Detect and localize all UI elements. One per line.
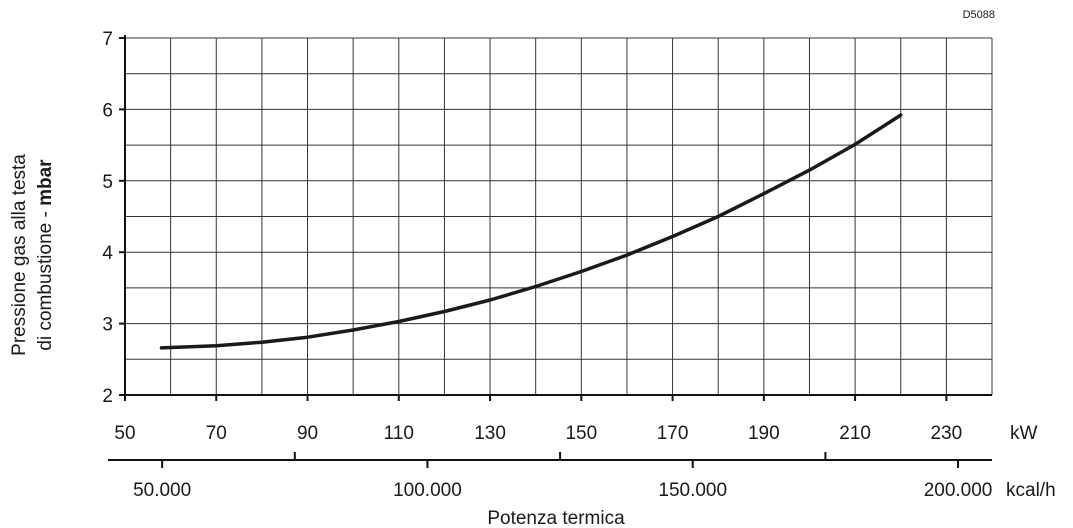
x-axis-title: Potenza termica <box>487 508 625 528</box>
x2-unit-label: kcal/h <box>1006 480 1056 501</box>
y-axis-title-prefix: di combustione - <box>35 206 56 351</box>
x2-tick-label: 150.000 <box>658 480 727 501</box>
x-tick-label: 50 <box>114 423 135 444</box>
x-tick-label: 230 <box>931 423 963 444</box>
y-axis-title-line2: di combustione - mbar <box>35 159 56 351</box>
x-unit-label: kW <box>1010 423 1038 444</box>
pressure-curve <box>159 113 903 350</box>
x-tick-label: 170 <box>657 423 689 444</box>
x-tick-label: 90 <box>297 423 318 444</box>
axes <box>108 35 992 461</box>
y-axis-title-line1: Pressione gas alla testa <box>9 154 30 356</box>
y-axis-title-unit: mbar <box>35 159 56 206</box>
x-tick-label: 130 <box>474 423 506 444</box>
y-tick-label: 4 <box>102 243 113 264</box>
x2-tick-label: 200.000 <box>924 480 993 501</box>
y-tick-label: 7 <box>102 29 113 50</box>
y-tick-label: 6 <box>102 100 113 121</box>
x-tick-label: 190 <box>748 423 780 444</box>
y-tick-label: 2 <box>102 386 113 407</box>
x2-tick-label: 100.000 <box>393 480 462 501</box>
y-tick-label: 5 <box>102 172 113 193</box>
tick-labels: 2 3 4 5 6 7 50 70 90 110 130 150 170 190 210 230 50.000 1… <box>102 29 992 501</box>
figure-code: D5088 <box>963 9 995 21</box>
y-tick-label: 3 <box>102 315 113 336</box>
x-tick-label: 210 <box>839 423 871 444</box>
x-tick-label: 150 <box>565 423 597 444</box>
x-tick-label: 110 <box>384 423 414 444</box>
x2-tick-label: 50.000 <box>133 480 191 501</box>
x-tick-label: 70 <box>206 423 227 444</box>
series-group <box>159 113 903 350</box>
